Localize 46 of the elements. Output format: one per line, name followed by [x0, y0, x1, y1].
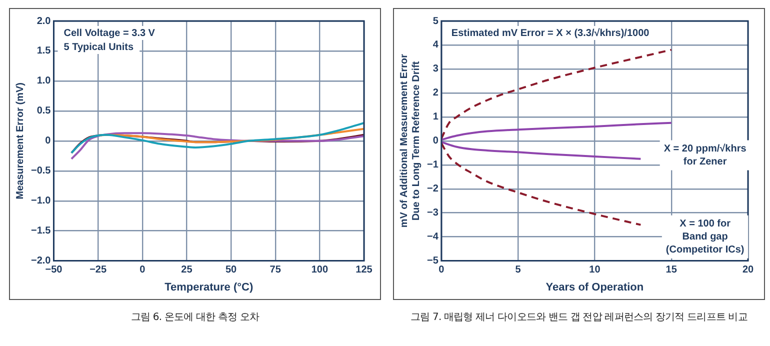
- x-tick-label: 25: [181, 264, 193, 276]
- x-tick-label: 10: [589, 264, 601, 276]
- text: 그림 7. 매립형 제너 다이오드와 밴드 갭 전압 레퍼런스의 장기적 드리프트 비교: [410, 311, 748, 324]
- y-tick-label: 3: [432, 64, 439, 75]
- y-axis-title: Measurement Error (mV): [14, 82, 26, 200]
- line-series: [70, 132, 364, 160]
- annotation: X = 100 for Band gap (Competitor ICs): [666, 218, 744, 256]
- x-tick-label: 5: [515, 264, 522, 276]
- y-tick-label: −1: [426, 160, 439, 171]
- x-tick-label: 125: [356, 264, 373, 276]
- y-tick-label: −2: [426, 184, 439, 195]
- y-tick-label: −3: [426, 208, 439, 219]
- y-tick-label: 0.5: [36, 106, 52, 117]
- line-series: [70, 122, 364, 154]
- y-tick-label: 1.0: [36, 76, 52, 87]
- y-tick-label: −1.5: [30, 226, 52, 237]
- y-tick-label: −2.0: [30, 256, 52, 267]
- x-tick-label: 0: [140, 264, 146, 276]
- x-tick-label: 75: [270, 264, 282, 276]
- y-tick-label: −1.0: [30, 196, 52, 207]
- y-tick-label: 2.0: [36, 16, 52, 27]
- text: 그림 6. 온도에 대한 측정 오차: [130, 311, 260, 324]
- x-tick-label: 50: [225, 264, 238, 276]
- annotation: 5 Typical Units: [64, 42, 134, 53]
- annotation: X = 20 ppm/√khrs for Zener: [664, 144, 747, 168]
- annotation: Cell Voltage = 3.3 V: [64, 28, 156, 39]
- x-tick-label: 15: [666, 264, 678, 276]
- y-tick-label: −0.5: [30, 166, 52, 177]
- x-tick-label: 20: [742, 264, 754, 276]
- y-tick-label: 5: [432, 16, 439, 27]
- annotation: Estimated mV Error = X × (3.3/√khrs)/1000: [451, 28, 650, 39]
- y-axis-title: mV of Additional Measurement Error Due to Long Term Reference Drift: [398, 54, 422, 228]
- x-axis-title: Temperature (°C): [164, 281, 254, 294]
- y-tick-label: 0: [45, 136, 52, 147]
- y-tick-label: −5: [426, 256, 439, 267]
- x-tick-label: 100: [311, 264, 328, 276]
- y-tick-label: 2: [432, 88, 439, 99]
- y-tick-label: 4: [432, 40, 439, 51]
- x-tick-label: −25: [90, 264, 107, 276]
- x-tick-label: −50: [45, 264, 63, 276]
- x-axis-title: Years of Operation: [546, 281, 644, 294]
- line-series: [97, 128, 364, 144]
- y-tick-label: 1: [432, 112, 439, 123]
- y-tick-label: 0: [432, 136, 439, 147]
- y-tick-label: 1.5: [36, 46, 52, 57]
- y-tick-label: −4: [426, 232, 439, 243]
